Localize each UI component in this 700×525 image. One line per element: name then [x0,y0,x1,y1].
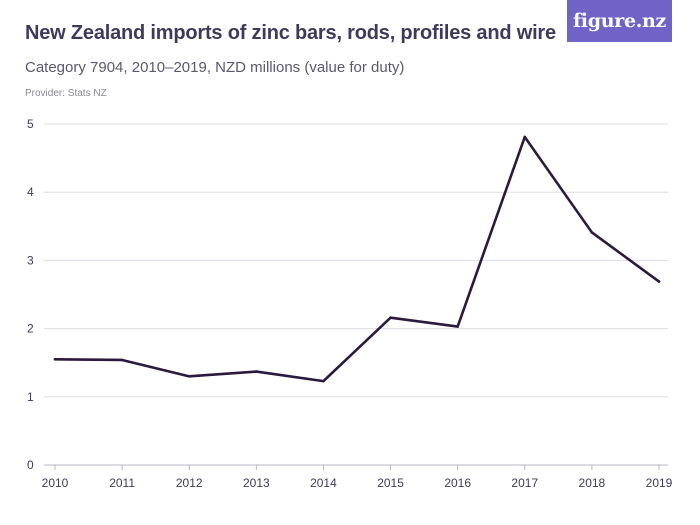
y-tick-label-5: 5 [27,117,34,131]
data-point-2013 [255,370,258,373]
x-axis: 2010 2011 2012 2013 2014 2015 2016 2017 2018 2019 [42,464,673,490]
x-tick-label-2015: 2015 [377,476,404,490]
x-tick-label-2014: 2014 [310,476,337,490]
y-tick-label-3: 3 [27,253,34,267]
data-point-2011 [120,358,124,362]
x-tick-label-2010: 2010 [42,476,69,490]
x-tick-label-2017: 2017 [511,476,538,490]
x-tick-label-2019: 2019 [646,476,673,490]
x-tick-label-2013: 2013 [243,476,270,490]
series-layer [53,135,661,383]
x-tick-label-2016: 2016 [444,476,471,490]
data-point-2019 [657,280,661,283]
data-point-2017 [523,135,527,139]
data-point-2016 [456,325,459,328]
chart-subtitle: Category 7904, 2010–2019, NZD millions (… [25,59,405,76]
data-point-2014 [322,379,325,383]
chart-title: New Zealand imports of zinc bars, rods, … [25,22,556,44]
data-point-2012 [187,375,191,378]
data-point-2018 [590,231,594,234]
series-line-0 [53,135,661,383]
y-tick-label-2: 2 [27,322,34,336]
y-tick-label-0: 0 [27,458,34,472]
y-tick-label-1: 1 [27,390,34,404]
data-point-2015 [389,316,392,319]
x-tick-label-2012: 2012 [176,476,203,490]
y-tick-label-4: 4 [27,185,34,199]
data-provider: Provider: Stats NZ [25,88,107,99]
data-point-2010 [53,357,57,361]
x-tick-label-2011: 2011 [109,476,135,490]
x-tick-label-2018: 2018 [579,476,606,490]
figure-nz-logo[interactable]: figure.nz [567,0,672,42]
grid-lines [44,123,668,398]
y-axis-labels: 0 1 2 3 4 5 [27,117,34,472]
